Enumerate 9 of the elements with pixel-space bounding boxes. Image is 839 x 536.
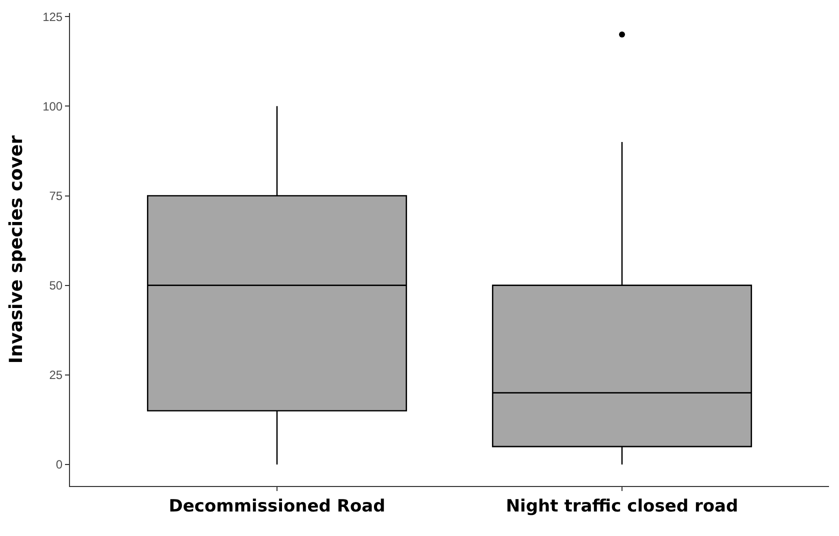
y-tick-label: 25 <box>49 368 63 382</box>
x-tick-label: Night traffic closed road <box>506 496 738 516</box>
y-axis-title: Invasive species cover <box>6 135 27 364</box>
y-tick-label: 75 <box>49 188 63 203</box>
y-tick-label: 0 <box>56 458 63 472</box>
y-tick-label: 50 <box>49 278 63 293</box>
y-tick-label: 125 <box>42 10 63 24</box>
x-tick-label: Decommissioned Road <box>168 496 386 516</box>
y-tick-label: 100 <box>42 99 63 114</box>
